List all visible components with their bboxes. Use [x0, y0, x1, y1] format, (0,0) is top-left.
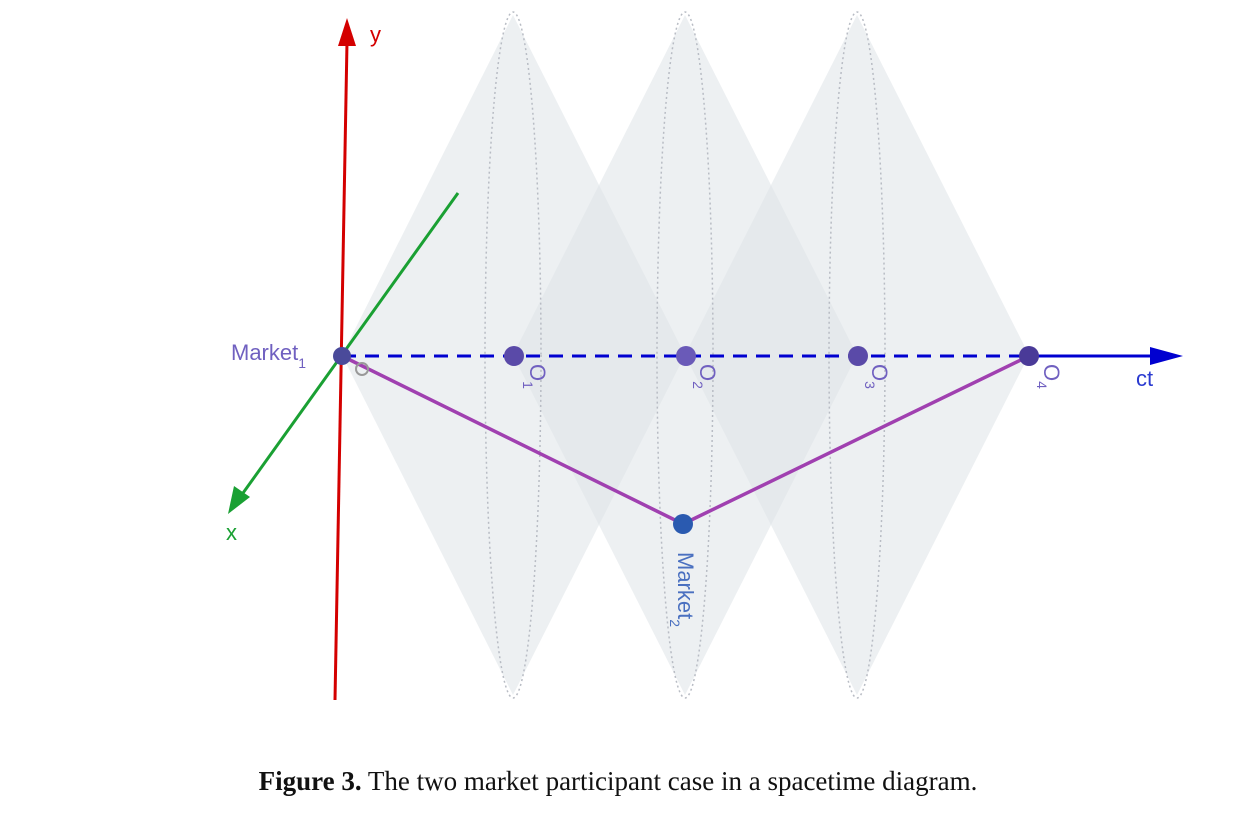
market1-point: [333, 347, 351, 365]
observer-label-o2: O2: [690, 364, 720, 389]
ring-o1: [484, 11, 542, 699]
y-axis: [333, 18, 356, 701]
origin-marker: [355, 362, 369, 376]
observer-point-o1: [504, 346, 524, 366]
ct-axis-arrow-icon: [1150, 347, 1183, 365]
observer-label-o4: O4: [1034, 364, 1064, 389]
observer-point-o4: [1019, 346, 1039, 366]
x-axis-label: x: [226, 520, 237, 545]
market1-subscript: 1: [298, 355, 306, 371]
figure-caption: Figure 3. The two market participant cas…: [0, 766, 1236, 797]
ct-axis: [342, 347, 1183, 365]
market2-point: [673, 514, 693, 534]
observer-labels: O1 O2 O3 O4: [520, 364, 1064, 389]
observer-point-o2: [676, 346, 696, 366]
y-axis-label: y: [370, 22, 381, 47]
market2-subscript: 2: [667, 619, 683, 627]
market1-label: Market1: [231, 340, 306, 371]
ct-axis-label: ct: [1136, 366, 1153, 391]
market2-label: Market2: [667, 552, 698, 627]
observer-label-o3: O3: [862, 364, 892, 389]
x-axis: [228, 192, 460, 514]
y-axis-arrow-icon: [338, 18, 356, 46]
x-axis-arrow-icon: [228, 486, 250, 514]
observer-label-o1: O1: [520, 364, 550, 389]
observer-point-o3: [848, 346, 868, 366]
spacetime-diagram: y x ct Market1 O1 O2 O3 O4 Market2: [226, 11, 1183, 701]
points: [333, 346, 1039, 534]
caption-text: The two market participant case in a spa…: [367, 766, 978, 796]
figure-number: Figure 3.: [258, 766, 362, 796]
